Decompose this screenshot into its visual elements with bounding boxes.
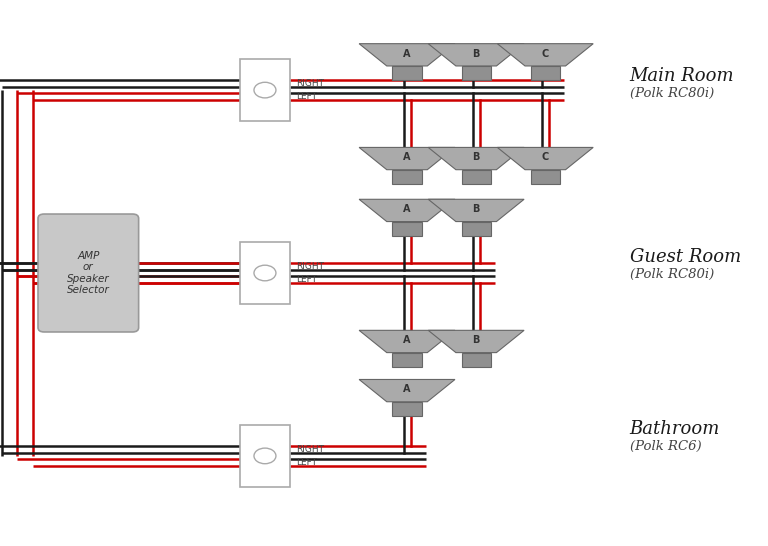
Text: LEFT: LEFT [296,275,317,284]
Polygon shape [429,44,524,66]
Text: B: B [472,204,480,215]
Text: C: C [541,152,549,163]
Text: RIGHT: RIGHT [296,79,324,88]
Polygon shape [392,170,422,184]
Polygon shape [462,66,491,80]
Text: AMP
or
Speaker
Selector: AMP or Speaker Selector [67,251,110,295]
FancyBboxPatch shape [240,241,290,305]
FancyBboxPatch shape [38,214,138,332]
Text: C: C [541,49,549,59]
Polygon shape [462,353,491,367]
Text: Bathroom: Bathroom [630,420,720,437]
Text: (Polk RC80i): (Polk RC80i) [630,268,714,281]
Text: A: A [403,335,411,346]
Polygon shape [359,44,455,66]
Polygon shape [359,199,455,222]
Polygon shape [531,170,560,184]
Text: (Polk RC80i): (Polk RC80i) [630,87,714,100]
Circle shape [254,265,276,281]
Text: Guest Room: Guest Room [630,248,741,265]
Polygon shape [392,66,422,80]
Polygon shape [462,170,491,184]
Polygon shape [531,66,560,80]
Polygon shape [392,222,422,236]
Text: RIGHT: RIGHT [296,262,324,271]
Text: LEFT: LEFT [296,458,317,467]
FancyBboxPatch shape [240,59,290,122]
Text: B: B [472,49,480,59]
Text: (Polk RC6): (Polk RC6) [630,440,701,453]
Text: A: A [403,204,411,215]
Polygon shape [359,147,455,170]
Polygon shape [392,353,422,367]
Text: LEFT: LEFT [296,92,317,101]
Text: RIGHT: RIGHT [296,445,324,454]
Polygon shape [359,330,455,353]
Polygon shape [429,330,524,353]
Circle shape [254,82,276,98]
Polygon shape [429,199,524,222]
Text: A: A [403,384,411,395]
Polygon shape [498,44,593,66]
Text: A: A [403,49,411,59]
Polygon shape [462,222,491,236]
Polygon shape [429,147,524,170]
Text: B: B [472,152,480,163]
Text: A: A [403,152,411,163]
Polygon shape [392,402,422,416]
Text: B: B [472,335,480,346]
Polygon shape [359,379,455,402]
Text: Main Room: Main Room [630,68,734,85]
Polygon shape [498,147,593,170]
FancyBboxPatch shape [240,425,290,487]
Circle shape [254,448,276,464]
